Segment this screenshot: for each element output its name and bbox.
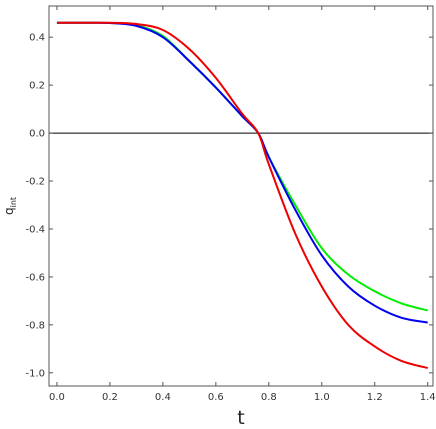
x-tick-label: 0.0 [49, 392, 65, 403]
y-axis-ticks: 0.4 0.2 0.0 -0.2 -0.4 -0.6 -0.8 -1.0 [25, 33, 433, 379]
plot-border [48, 5, 434, 387]
y-tick-label: -0.8 [25, 320, 45, 331]
series-line-2 [56, 21, 428, 324]
y-tick-label: 0.0 [29, 129, 45, 140]
series-line-3 [56, 21, 428, 369]
y-axis-label-subscript: int [9, 197, 18, 207]
plot-frame [48, 5, 434, 387]
x-tick-label: 1.4 [420, 392, 436, 403]
y-tick-label: -0.4 [25, 224, 45, 235]
x-axis-ticks: 0.0 0.2 0.4 0.6 0.8 1.0 1.2 1.4 [49, 6, 436, 403]
y-tick-label: 0.4 [29, 33, 45, 44]
x-tick-label: 0.6 [208, 392, 224, 403]
y-tick-label: -1.0 [25, 368, 45, 379]
series-layer [56, 21, 428, 369]
y-axis-label: qint [2, 197, 18, 215]
x-tick-label: 0.4 [155, 392, 171, 403]
y-tick-label: -0.2 [25, 177, 45, 188]
y-axis-label-main: q [2, 207, 16, 215]
x-tick-label: 0.2 [102, 392, 118, 403]
x-tick-label: 0.8 [261, 392, 277, 403]
x-tick-label: 1.2 [367, 392, 383, 403]
y-tick-label: -0.6 [25, 272, 45, 283]
x-axis-label: t [237, 407, 244, 429]
y-tick-label: 0.2 [29, 81, 45, 92]
series-line-1 [56, 21, 428, 312]
x-tick-label: 1.0 [314, 392, 330, 403]
